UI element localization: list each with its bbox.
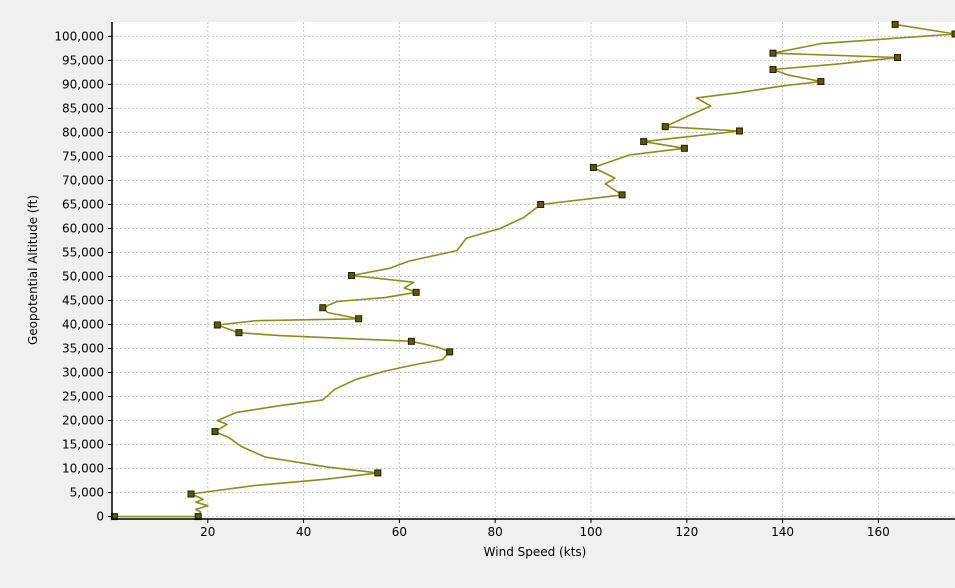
data-point-marker	[537, 200, 545, 208]
y-tick-label: 45,000	[62, 294, 104, 308]
data-point-marker	[347, 272, 355, 280]
y-tick-label: 80,000	[62, 125, 104, 139]
data-point-marker	[589, 163, 597, 171]
data-point-marker	[235, 329, 243, 337]
data-point-marker	[769, 66, 777, 74]
y-tick-label: 90,000	[62, 77, 104, 91]
x-tick-label: 160	[867, 525, 890, 539]
data-point-marker	[446, 348, 454, 356]
x-tick-label: 60	[392, 525, 407, 539]
y-tick-label: 100,000	[54, 29, 104, 43]
data-point-marker	[894, 54, 902, 62]
y-tick-label: 15,000	[62, 438, 104, 452]
x-tick-label: 140	[771, 525, 794, 539]
y-tick-label: 95,000	[62, 53, 104, 67]
x-tick-label: 20	[200, 525, 215, 539]
data-point-marker	[769, 49, 777, 57]
y-tick-label: 30,000	[62, 366, 104, 380]
data-point-marker	[187, 490, 195, 498]
x-axis-label: Wind Speed (kts)	[484, 545, 587, 559]
data-point-marker	[951, 30, 955, 38]
x-tick-label: 80	[488, 525, 503, 539]
tick-labels: 20 40 60 80 100 120 140 160 0 5,000 10,000 15,000 20…	[54, 29, 889, 539]
y-tick-label: 75,000	[62, 149, 104, 163]
plot-area	[112, 22, 955, 519]
y-tick-label: 25,000	[62, 390, 104, 404]
y-tick-label: 10,000	[62, 462, 104, 476]
data-point-marker	[412, 288, 420, 296]
data-point-marker	[407, 337, 415, 345]
data-point-marker	[355, 315, 363, 323]
data-point-marker	[319, 304, 327, 312]
x-tick-label: 100	[580, 525, 603, 539]
y-tick-label: 20,000	[62, 414, 104, 428]
data-point-marker	[735, 127, 743, 135]
y-tick-label: 35,000	[62, 342, 104, 356]
y-tick-label: 70,000	[62, 173, 104, 187]
y-axis-label: Geopotential Altitude (ft)	[26, 195, 40, 345]
y-tick-label: 0	[96, 510, 104, 524]
x-tick-label: 120	[675, 525, 698, 539]
data-point-marker	[640, 138, 648, 146]
y-tick-label: 50,000	[62, 270, 104, 284]
data-point-marker	[374, 469, 382, 477]
grid-lines	[112, 22, 955, 519]
axes	[108, 22, 955, 523]
data-point-marker	[213, 321, 221, 329]
y-tick-label: 85,000	[62, 101, 104, 115]
y-tick-label: 60,000	[62, 221, 104, 235]
data-point-marker	[680, 144, 688, 152]
data-point-marker	[618, 191, 626, 199]
data-point-marker	[891, 20, 899, 28]
x-tick-label: 40	[296, 525, 311, 539]
y-tick-label: 5,000	[70, 486, 104, 500]
data-point-marker	[817, 78, 825, 86]
wind-speed-line	[114, 23, 955, 518]
y-tick-label: 40,000	[62, 318, 104, 332]
series-layer	[110, 20, 955, 521]
y-tick-label: 55,000	[62, 245, 104, 259]
y-tick-label: 65,000	[62, 197, 104, 211]
data-point-marker	[661, 123, 669, 131]
data-point-marker	[211, 428, 219, 436]
